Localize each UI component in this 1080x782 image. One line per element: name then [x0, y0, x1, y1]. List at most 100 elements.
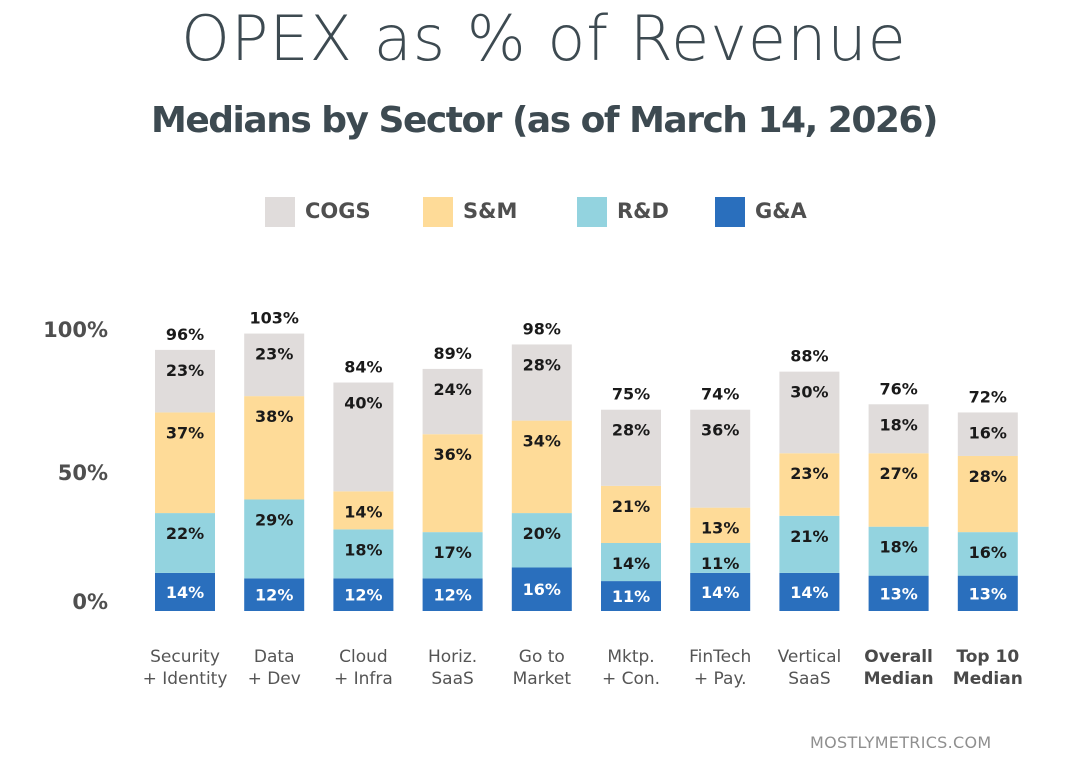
segment-value-label: 16%: [969, 543, 1007, 562]
segment-value-label: 36%: [701, 421, 739, 440]
segment-value-label: 12%: [255, 586, 293, 605]
watermark: MOSTLYMETRICS.COM: [810, 733, 992, 752]
bar-segment-sm: [868, 453, 929, 527]
category-label: + Dev: [248, 669, 301, 689]
bar-segment-rd: [244, 499, 305, 579]
bar-segment-ga: [422, 578, 483, 611]
bar-segment-sm: [511, 420, 572, 514]
segment-value-label: 24%: [433, 380, 471, 399]
segment-value-label: 28%: [612, 421, 650, 440]
segment-value-label: 14%: [166, 583, 204, 602]
bar-total-label: 89%: [433, 344, 471, 363]
bar-total-label: 98%: [523, 319, 561, 338]
segment-value-label: 22%: [166, 524, 204, 543]
bar-total-label: 88%: [790, 347, 828, 366]
bar-segment-cogs: [957, 412, 1018, 456]
category-label: + Pay.: [694, 669, 747, 689]
bar-segment-ga: [333, 578, 394, 611]
bar-total-label: 72%: [969, 387, 1007, 406]
segment-value-label: 27%: [879, 464, 917, 483]
category-label: Market: [513, 669, 572, 689]
bar-segment-cogs: [601, 409, 661, 486]
bar-segment-sm: [155, 412, 215, 514]
bar-group: 14% 22% 37% 23% 96%: [155, 325, 215, 611]
category-label: Overall: [864, 647, 933, 667]
segment-value-label: 13%: [879, 584, 917, 603]
bar-total-label: 103%: [249, 309, 298, 328]
segment-value-label: 16%: [523, 580, 561, 599]
bar-segment-rd: [957, 532, 1018, 576]
category-label: SaaS: [788, 669, 830, 689]
bar-segment-sm: [333, 491, 394, 530]
segment-value-label: 40%: [344, 394, 382, 413]
category-label: Top 10: [956, 647, 1019, 667]
segment-value-label: 28%: [969, 467, 1007, 486]
segment-value-label: 38%: [255, 407, 293, 426]
bar-group: 13% 18% 27% 18% 76%: [868, 379, 929, 611]
bar-group: 14% 11% 13% 36% 74%: [690, 385, 751, 611]
segment-value-label: 23%: [255, 345, 293, 364]
bar-group: 11% 14% 21% 28% 75%: [601, 385, 661, 611]
bar-segment-ga: [244, 578, 305, 611]
bar-segment-sm: [601, 485, 661, 543]
segment-value-label: 11%: [701, 554, 739, 573]
segment-value-label: 23%: [790, 464, 828, 483]
bar-group: 13% 16% 28% 16% 72%: [957, 387, 1018, 611]
bar-segment-ga: [779, 572, 840, 611]
segment-value-label: 14%: [344, 502, 382, 521]
category-label: Median: [953, 669, 1023, 689]
segment-value-label: 28%: [523, 355, 561, 374]
chart-subtitle: Medians by Sector (as of March 14, 2026): [151, 100, 938, 141]
bar-segment-rd: [868, 526, 929, 576]
bar-group: 12% 29% 38% 23% 103%: [244, 309, 305, 611]
bar-total-label: 76%: [879, 379, 917, 398]
bar-group: 12% 18% 14% 40% 84%: [333, 358, 394, 611]
bar-total-label: 74%: [701, 385, 739, 404]
legend-swatch-rd: [577, 197, 607, 227]
bar-segment-sm: [244, 396, 305, 500]
segment-value-label: 16%: [969, 423, 1007, 442]
bar-segment-cogs: [511, 344, 572, 421]
segment-value-label: 34%: [523, 432, 561, 451]
category-label: + Identity: [143, 669, 228, 689]
legend-swatch-cogs: [265, 197, 295, 227]
category-label: Horiz.: [428, 647, 477, 667]
bar-segment-ga: [511, 567, 572, 611]
legend-label-rd: R&D: [617, 199, 669, 223]
segment-value-label: 11%: [612, 587, 650, 606]
category-label: Mktp.: [607, 647, 654, 667]
segment-value-label: 12%: [344, 586, 382, 605]
bar-segment-rd: [779, 515, 840, 573]
bar-segment-cogs: [868, 404, 929, 454]
bar-segment-ga: [601, 581, 661, 611]
segment-value-label: 30%: [790, 383, 828, 402]
segment-value-label: 14%: [612, 554, 650, 573]
category-label: + Infra: [334, 669, 393, 689]
legend-label-ga: G&A: [755, 199, 807, 223]
segment-value-label: 14%: [790, 583, 828, 602]
segment-value-label: 13%: [969, 584, 1007, 603]
category-label: SaaS: [431, 669, 473, 689]
category-label: + Con.: [602, 669, 660, 689]
segment-value-label: 18%: [879, 415, 917, 434]
bar-segment-cogs: [690, 409, 751, 508]
segment-value-label: 20%: [523, 524, 561, 543]
category-label: Median: [864, 669, 934, 689]
y-tick-label: 100%: [43, 318, 108, 342]
bar-segment-cogs: [333, 382, 394, 492]
bar-segment-rd: [601, 543, 661, 582]
segment-value-label: 18%: [879, 538, 917, 557]
bar-total-label: 75%: [612, 385, 650, 404]
y-tick-label: 0%: [72, 590, 108, 614]
bar-total-label: 96%: [166, 325, 204, 344]
segment-value-label: 23%: [166, 361, 204, 380]
bar-segment-cogs: [244, 333, 305, 397]
bar-segment-sm: [957, 455, 1018, 533]
category-label: Vertical: [778, 647, 842, 667]
y-tick-label: 50%: [58, 461, 108, 485]
segment-value-label: 18%: [344, 540, 382, 559]
segment-value-label: 36%: [433, 445, 471, 464]
bar-segment-cogs: [422, 368, 483, 435]
segment-value-label: 17%: [433, 543, 471, 562]
